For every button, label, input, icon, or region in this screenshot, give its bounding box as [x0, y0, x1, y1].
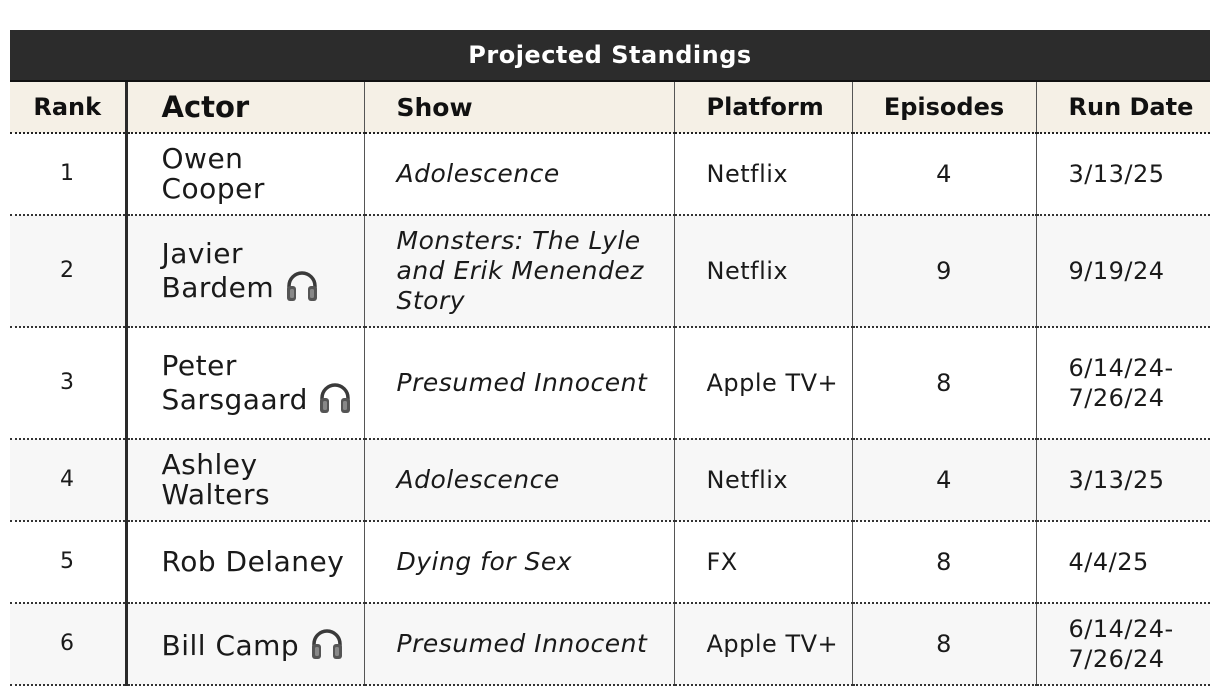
actor-name: Ashley Walters	[161, 448, 271, 511]
show-cell: Presumed Innocent	[364, 603, 675, 686]
show-cell: Presumed Innocent	[364, 327, 675, 440]
column-header-show: Show	[364, 82, 675, 134]
actor-name: Javier Bardem	[161, 237, 275, 304]
rank-cell: 3	[10, 327, 128, 440]
standings-table: Rank Actor Show Platform Episodes Run Da…	[10, 82, 1210, 686]
show-cell: Dying for Sex	[364, 521, 675, 604]
rank-cell: 5	[10, 521, 128, 604]
run-date-cell: 4/4/25	[1036, 521, 1210, 604]
column-header-episodes: Episodes	[852, 82, 1037, 134]
run-date-cell: 9/19/24	[1036, 215, 1210, 328]
header-row: Rank Actor Show Platform Episodes Run Da…	[10, 82, 1210, 134]
actor-cell: Peter Sarsgaard	[126, 327, 365, 440]
table-row: 2 Javier Bardem Monsters: The Lyle and E…	[10, 215, 1210, 328]
platform-cell: Apple TV+	[674, 327, 853, 440]
episodes-cell: 8	[852, 521, 1037, 604]
column-header-actor: Actor	[126, 82, 365, 134]
table-row: 4 Ashley Walters Adolescence Netflix 4 3…	[10, 439, 1210, 522]
actor-name: Owen Cooper	[161, 142, 265, 205]
headphones-icon	[284, 269, 320, 303]
table-row: 5 Rob Delaney Dying for Sex FX 8 4/4/25	[10, 521, 1210, 604]
headphones-icon	[309, 627, 345, 661]
episodes-cell: 4	[852, 133, 1037, 216]
headphones-icon	[317, 381, 353, 415]
actor-cell: Bill Camp	[126, 603, 365, 686]
table-row: 1 Owen Cooper Adolescence Netflix 4 3/13…	[10, 133, 1210, 216]
table-row: 3 Peter Sarsgaard Presumed Innocent Appl…	[10, 327, 1210, 440]
actor-cell: Javier Bardem	[126, 215, 365, 328]
episodes-cell: 4	[852, 439, 1037, 522]
actor-cell: Owen Cooper	[126, 133, 365, 216]
platform-cell: Apple TV+	[674, 603, 853, 686]
run-date-cell: 3/13/25	[1036, 133, 1210, 216]
run-date-cell: 3/13/25	[1036, 439, 1210, 522]
actor-name: Rob Delaney	[161, 545, 345, 578]
rank-cell: 1	[10, 133, 128, 216]
rank-cell: 6	[10, 603, 128, 686]
run-date-cell: 6/14/24-7/26/24	[1036, 603, 1210, 686]
actor-name: Peter Sarsgaard	[161, 349, 308, 416]
show-cell: Monsters: The Lyle and Erik Menendez Sto…	[364, 215, 675, 328]
platform-cell: Netflix	[674, 439, 853, 522]
platform-cell: Netflix	[674, 215, 853, 328]
episodes-cell: 8	[852, 327, 1037, 440]
column-header-platform: Platform	[674, 82, 853, 134]
platform-cell: Netflix	[674, 133, 853, 216]
column-header-run-date: Run Date	[1036, 82, 1210, 134]
actor-name: Bill Camp	[161, 629, 300, 662]
run-date-cell: 6/14/24-7/26/24	[1036, 327, 1210, 440]
platform-cell: FX	[674, 521, 853, 604]
actor-cell: Ashley Walters	[126, 439, 365, 522]
episodes-cell: 9	[852, 215, 1037, 328]
table-title: Projected Standings	[10, 30, 1210, 82]
standings-table-container: Projected Standings Rank Actor Show Plat…	[10, 30, 1210, 686]
table-row: 6 Bill Camp Presumed Innocent Apple TV+ …	[10, 603, 1210, 686]
episodes-cell: 8	[852, 603, 1037, 686]
show-cell: Adolescence	[364, 439, 675, 522]
rank-cell: 2	[10, 215, 128, 328]
column-header-rank: Rank	[10, 82, 128, 134]
actor-cell: Rob Delaney	[126, 521, 365, 604]
rank-cell: 4	[10, 439, 128, 522]
show-cell: Adolescence	[364, 133, 675, 216]
